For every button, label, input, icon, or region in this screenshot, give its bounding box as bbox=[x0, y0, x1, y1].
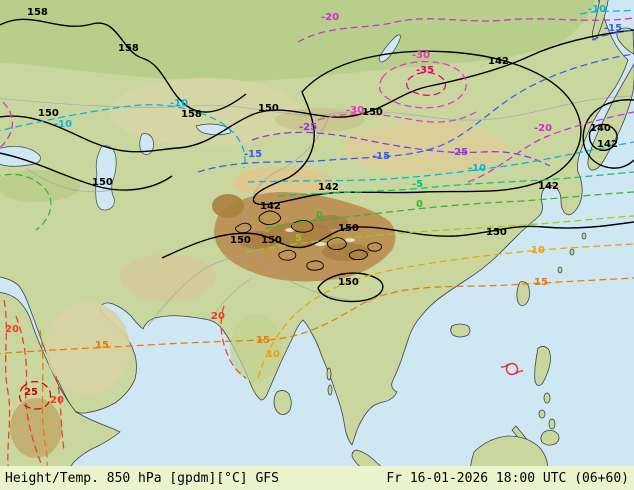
borders-layer bbox=[0, 95, 634, 327]
product-title: Height/Temp. 850 hPa [gpdm][°C] GFS bbox=[5, 470, 279, 486]
temperature-contours bbox=[0, 9, 634, 489]
cyclone-icon bbox=[500, 362, 524, 376]
valid-time: Fr 16-01-2026 18:00 UTC (06+60) bbox=[386, 470, 629, 486]
height-contours bbox=[0, 18, 634, 303]
caption-bar: Height/Temp. 850 hPa [gpdm][°C] GFS Fr 1… bbox=[0, 466, 634, 490]
water-layer bbox=[0, 34, 402, 211]
